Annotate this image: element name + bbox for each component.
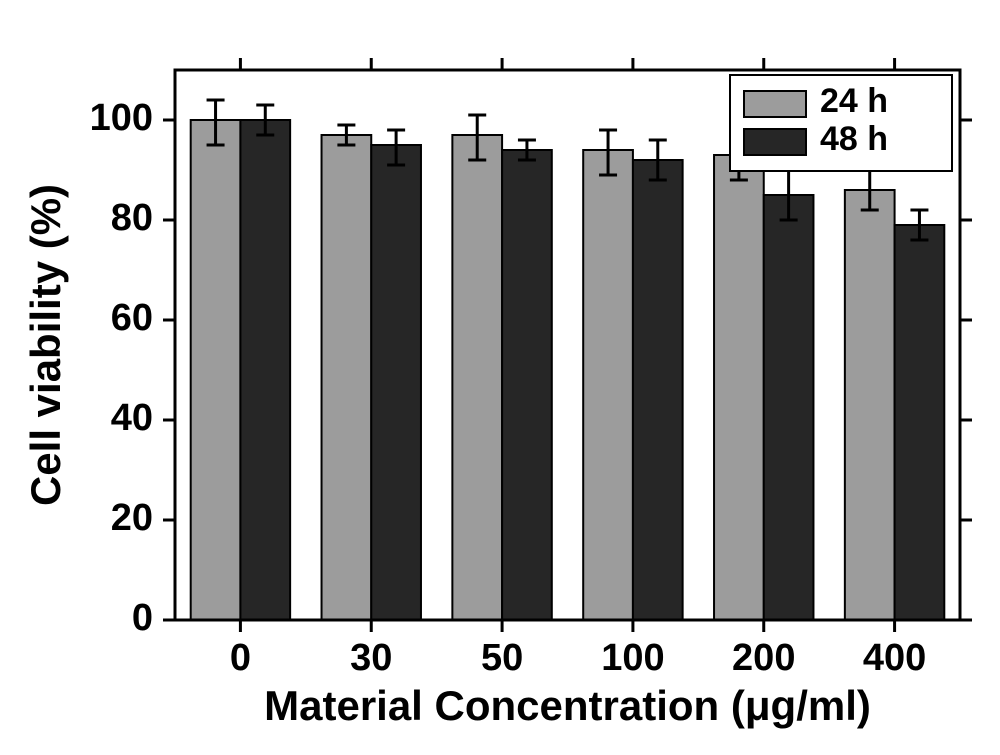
xtick-label: 200 <box>732 637 795 679</box>
bar-24h-30 <box>322 135 372 620</box>
xtick-label: 0 <box>230 637 251 679</box>
ytick-label: 40 <box>111 397 153 439</box>
bar-24h-50 <box>452 135 502 620</box>
legend-swatch <box>744 129 806 155</box>
ytick-label: 80 <box>111 197 153 239</box>
bar-48h-400 <box>895 225 945 620</box>
legend-label: 48 h <box>820 120 888 158</box>
bar-48h-30 <box>371 145 421 620</box>
chart-svg: 0 20 40 60 80 100 0 30 50 100 200 400 Cell viability… <box>0 0 1000 755</box>
legend-label: 24 h <box>820 82 888 120</box>
xtick-label: 30 <box>350 637 392 679</box>
xtick-label: 50 <box>481 637 523 679</box>
xtick-label: 400 <box>863 637 926 679</box>
xtick-label: 100 <box>601 637 664 679</box>
ytick-label: 20 <box>111 497 153 539</box>
bar-48h-100 <box>633 160 683 620</box>
bar-24h-400 <box>845 190 895 620</box>
bar-48h-0 <box>240 120 290 620</box>
x-axis-label: Material Concentration (μg/ml) <box>264 682 871 729</box>
viability-chart: 0 20 40 60 80 100 0 30 50 100 200 400 Cell viability… <box>0 0 1000 755</box>
bar-48h-50 <box>502 150 552 620</box>
ytick-label: 60 <box>111 297 153 339</box>
y-axis-label: Cell viability (%) <box>22 184 69 506</box>
bar-24h-200 <box>714 155 764 620</box>
ytick-label: 0 <box>132 597 153 639</box>
bar-24h-0 <box>191 120 241 620</box>
ytick-label: 100 <box>90 97 153 139</box>
bar-48h-200 <box>764 195 814 620</box>
legend-swatch <box>744 91 806 117</box>
bar-24h-100 <box>583 150 633 620</box>
